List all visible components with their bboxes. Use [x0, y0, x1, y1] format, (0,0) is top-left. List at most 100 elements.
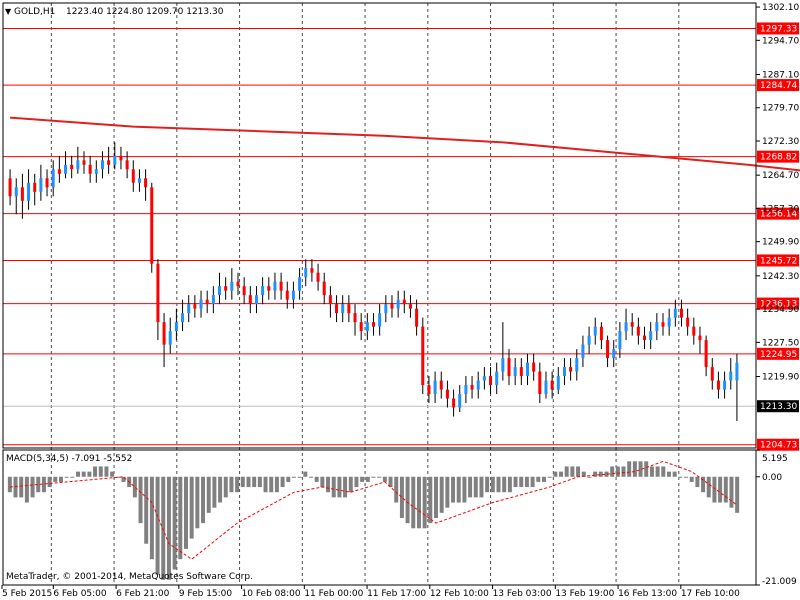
bear-candle [156, 263, 160, 323]
bull-candle [649, 331, 653, 341]
macd-bar [280, 476, 285, 488]
macd-bar [490, 476, 495, 493]
macd-bar [19, 476, 24, 498]
bull-candle [187, 304, 191, 314]
macd-bar [252, 476, 257, 488]
macd-bar [695, 476, 700, 488]
bull-candle [384, 304, 388, 314]
macd-bar [30, 476, 35, 498]
macd-bar [144, 476, 149, 544]
bull-candle [365, 322, 369, 332]
price-tick-label: 1287.10 [762, 70, 799, 80]
bear-candle [692, 326, 696, 336]
bear-candle [88, 164, 92, 174]
macd-bar [314, 476, 319, 482]
bull-candle [181, 313, 185, 323]
bear-candle [470, 385, 474, 390]
bull-candle [482, 376, 486, 381]
bear-candle [125, 160, 129, 170]
macd-bar [53, 476, 58, 482]
bull-candle [254, 295, 258, 305]
bull-candle [667, 317, 671, 327]
macd-bar [644, 461, 649, 477]
bear-candle [144, 178, 148, 188]
macd-bar [672, 471, 677, 477]
price-tick-label: 1257.30 [762, 204, 799, 214]
bull-candle [562, 367, 566, 377]
time-tick-label: 12 Feb 10:00 [430, 589, 489, 599]
macd-bar [524, 476, 529, 488]
bear-candle [599, 326, 603, 341]
bull-candle [618, 331, 622, 350]
macd-bar [104, 466, 109, 477]
macd-bar [581, 471, 586, 477]
macd-bar [456, 476, 461, 503]
bear-candle [452, 398, 456, 408]
macd-bar [416, 476, 421, 529]
macd-bar [576, 466, 581, 477]
level-tag [757, 438, 799, 451]
macd-bar [422, 476, 427, 529]
bull-candle [513, 367, 517, 377]
chevron-down-icon[interactable]: ▼ [5, 7, 12, 16]
macd-bar [451, 476, 456, 503]
bear-candle [532, 362, 536, 372]
price-tick-label: 1249.90 [762, 238, 799, 248]
macd-bar [479, 476, 484, 498]
time-tick-label: 6 Feb 05:00 [53, 589, 107, 599]
price-axis: 1302.10 1294.70 1287.10 1279.70 1272.30 1264.… [756, 3, 799, 587]
macd-bar [678, 476, 683, 478]
macd-bar [223, 476, 228, 498]
bear-candle [698, 335, 702, 341]
bull-candle [495, 371, 499, 386]
macd-bar [718, 476, 723, 503]
horizontal-levels: 1297.33 1284.74 1268.82 1256.14 1245.72 1236.… [3, 22, 799, 451]
bear-candle [421, 326, 425, 386]
macd-bar [615, 466, 620, 477]
macd-bar [70, 476, 75, 478]
macd-bar [218, 476, 223, 503]
macd-bar [434, 476, 438, 518]
bear-candle [70, 164, 74, 170]
macd-bar [360, 476, 365, 482]
macd-bar [115, 476, 120, 478]
bull-candle [525, 362, 529, 377]
time-tick-label: 11 Feb 17:00 [367, 589, 426, 599]
bull-candle [230, 281, 234, 291]
level-label: 1256.14 [760, 210, 797, 220]
price-tick-label: 1264.70 [762, 171, 799, 181]
bear-candle [131, 169, 135, 183]
bear-candle [427, 385, 431, 395]
bull-candle [273, 281, 277, 291]
bear-candle [445, 389, 449, 399]
macd-bar [519, 476, 524, 488]
price-tick-label: 1272.30 [762, 137, 799, 147]
bear-candle [267, 286, 271, 291]
macd-tick-label: 0.00 [762, 473, 782, 483]
macd-bar [337, 476, 342, 498]
bull-candle [174, 322, 178, 332]
macd-bar [610, 466, 615, 477]
bull-candle [624, 322, 628, 332]
macd-bar [649, 466, 654, 477]
macd-bar [93, 466, 98, 477]
macd-bar [394, 476, 399, 503]
bull-candle [76, 160, 80, 170]
level-label: 1284.74 [760, 81, 797, 91]
level-tag [757, 79, 799, 92]
bear-candle [439, 380, 443, 390]
bear-candle [353, 313, 357, 323]
bear-candle [686, 317, 690, 327]
bear-candle [8, 178, 12, 197]
macd-bar [701, 476, 706, 493]
bull-candle [575, 358, 579, 372]
macd-bar [172, 476, 177, 570]
macd-bar [286, 476, 291, 482]
macd-bar [462, 476, 467, 503]
macd-bar [513, 476, 518, 488]
macd-bar [388, 476, 393, 488]
bull-candle [612, 349, 616, 359]
time-tick-label: 13 Feb 03:00 [493, 589, 552, 599]
macd-tick-label: 5.195 [762, 454, 788, 464]
bull-candle [261, 286, 265, 296]
